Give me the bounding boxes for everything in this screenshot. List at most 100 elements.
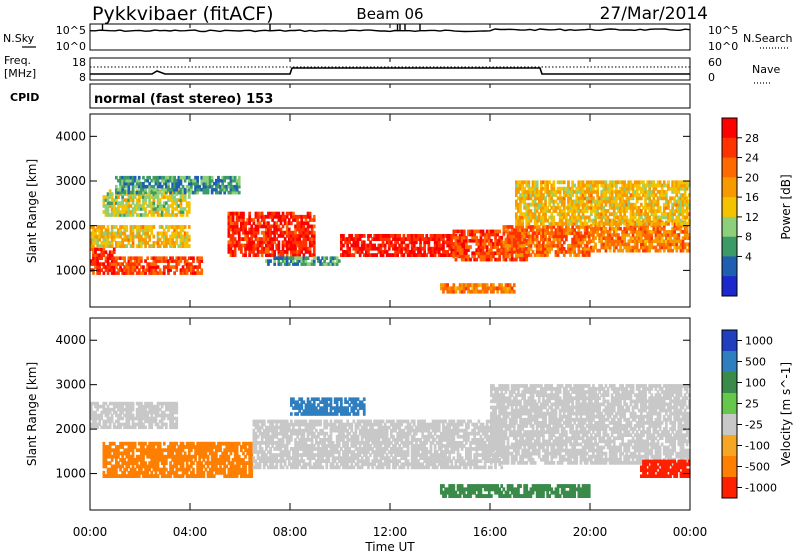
- data-cell: [454, 229, 458, 234]
- data-cell: [685, 202, 689, 207]
- data-cell: [229, 187, 233, 192]
- data-cell: [169, 464, 172, 469]
- data-cell: [260, 243, 264, 248]
- data-cell: [171, 210, 174, 214]
- data-cell: [256, 227, 260, 232]
- data-cell: [227, 474, 231, 478]
- data-cell: [285, 259, 289, 263]
- data-cell: [185, 210, 189, 214]
- data-cell: [519, 202, 522, 207]
- data-cell: [610, 180, 614, 185]
- data-cell: [183, 198, 187, 202]
- data-cell: [133, 195, 137, 199]
- data-cell: [173, 190, 176, 195]
- data-cell: [304, 230, 308, 235]
- data-cell: [533, 180, 537, 185]
- data-cell: [135, 259, 139, 263]
- data-cell: [112, 454, 116, 459]
- data-cell: [265, 237, 268, 241]
- data-cell: [146, 419, 149, 424]
- data-cell: [373, 246, 376, 251]
- data-cell: [133, 416, 137, 421]
- data-cell: [160, 213, 164, 217]
- data-cell: [367, 253, 370, 257]
- data-cell: [285, 211, 289, 216]
- data-cell: [154, 451, 158, 456]
- data-cell: [521, 240, 524, 245]
- data-cell: [100, 241, 104, 245]
- data-cell: [571, 218, 574, 223]
- data-cell: [131, 467, 135, 472]
- data-cell: [200, 187, 204, 192]
- data-cell: [608, 202, 612, 207]
- data-cell: [571, 183, 574, 188]
- data-cell: [542, 202, 545, 207]
- data-cell: [327, 262, 331, 266]
- data-cell: [381, 240, 385, 245]
- data-cell: [519, 212, 522, 217]
- data-cell: [675, 190, 679, 194]
- data-cell: [496, 251, 499, 256]
- data-cell: [194, 474, 197, 478]
- data-cell: [179, 445, 183, 449]
- data-cell: [121, 401, 124, 406]
- data-cell: [162, 271, 166, 275]
- data-cell: [104, 454, 108, 459]
- data-cell: [683, 209, 687, 213]
- data-cell: [150, 190, 154, 195]
- data-cell: [235, 214, 239, 219]
- data-cell: [619, 245, 622, 250]
- data-cell: [204, 467, 208, 472]
- data-cell: [310, 262, 314, 266]
- data-cell: [283, 256, 287, 260]
- data-cell: [142, 470, 145, 475]
- data-cell: [198, 451, 201, 456]
- data-cell: [160, 195, 164, 199]
- data-cell: [531, 186, 535, 191]
- data-cell: [279, 253, 283, 257]
- data-cell: [540, 228, 543, 232]
- data-cell: [96, 253, 99, 257]
- data-cell: [283, 262, 287, 266]
- data-cell: [496, 242, 499, 246]
- data-cell: [225, 441, 229, 446]
- data-cell: [683, 190, 687, 194]
- data-cell: [265, 447, 268, 451]
- data-cell: [396, 250, 399, 254]
- data-cell: [679, 218, 683, 223]
- data-cell: [542, 234, 545, 239]
- data-cell: [144, 451, 147, 456]
- data-cell: [415, 234, 418, 238]
- data-cell: [231, 464, 235, 469]
- data-cell: [196, 467, 199, 472]
- data-cell: [210, 441, 214, 446]
- data-cell: [544, 253, 547, 257]
- data-cell: [517, 250, 520, 254]
- data-cell: [606, 221, 610, 226]
- data-cell: [200, 454, 204, 459]
- data-cell: [148, 190, 151, 195]
- data-cell: [265, 428, 268, 433]
- data-cell: [148, 401, 151, 406]
- data-cell: [92, 401, 95, 406]
- data-cell: [481, 245, 485, 249]
- data-cell: [498, 229, 501, 234]
- data-cell: [175, 461, 179, 465]
- data-cell: [127, 410, 131, 415]
- data-cell: [144, 410, 147, 415]
- data-cell: [160, 175, 164, 180]
- data-cell: [190, 441, 193, 446]
- data-cell: [150, 210, 154, 214]
- data-cell: [267, 431, 270, 436]
- data-cell: [675, 186, 679, 191]
- data-cell: [592, 199, 595, 204]
- data-cell: [190, 454, 193, 459]
- data-cell: [437, 246, 441, 251]
- data-cell: [173, 425, 176, 430]
- data-cell: [106, 474, 110, 478]
- data-cell: [198, 441, 201, 446]
- data-cell: [242, 467, 245, 472]
- data-cell: [144, 441, 147, 446]
- data-cell: [179, 271, 183, 275]
- data-cell: [533, 243, 537, 248]
